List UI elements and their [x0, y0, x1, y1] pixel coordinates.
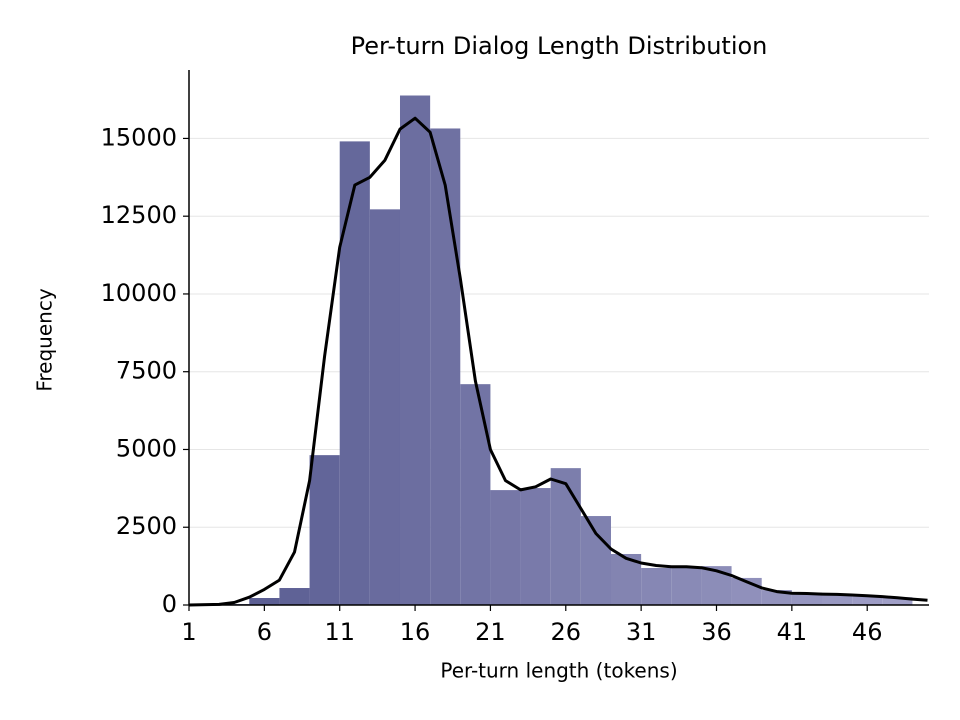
x-tick-label: 21	[475, 618, 506, 646]
y-tick-label: 12500	[101, 201, 177, 229]
x-tick-label: 26	[551, 618, 582, 646]
bar	[309, 455, 340, 605]
y-tick-label: 15000	[101, 123, 177, 151]
x-tick-label: 36	[701, 618, 732, 646]
bar	[520, 488, 551, 605]
x-tick-label: 46	[852, 618, 883, 646]
bar	[279, 588, 310, 605]
y-tick-label: 10000	[101, 279, 177, 307]
y-tick-label: 2500	[116, 512, 177, 540]
bar	[430, 128, 461, 605]
bar	[399, 95, 431, 606]
bar	[791, 592, 822, 605]
bar	[671, 567, 702, 605]
x-tick-label: 11	[324, 618, 355, 646]
x-tick-label: 31	[626, 618, 657, 646]
y-axis-label: Frequency	[33, 288, 57, 391]
y-tick-label: 0	[162, 590, 177, 618]
bar	[249, 598, 280, 605]
bar	[550, 468, 581, 605]
x-tick-label: 41	[777, 618, 808, 646]
x-axis-label: Per-turn length (tokens)	[440, 659, 677, 683]
x-tick-label: 16	[400, 618, 431, 646]
chart-title: Per-turn Dialog Length Distribution	[351, 32, 768, 60]
bar	[852, 595, 883, 605]
bar	[882, 597, 913, 605]
bar	[821, 594, 853, 605]
x-tick-label: 6	[257, 618, 272, 646]
bar	[460, 384, 491, 605]
bar	[339, 141, 370, 605]
kde-line	[188, 116, 928, 607]
bar	[369, 209, 400, 606]
y-tick-label: 7500	[116, 357, 177, 385]
x-tick-label: 1	[181, 618, 196, 646]
bar	[490, 490, 521, 605]
y-tick-label: 5000	[116, 434, 177, 462]
bar	[641, 567, 672, 605]
bar	[580, 516, 611, 605]
